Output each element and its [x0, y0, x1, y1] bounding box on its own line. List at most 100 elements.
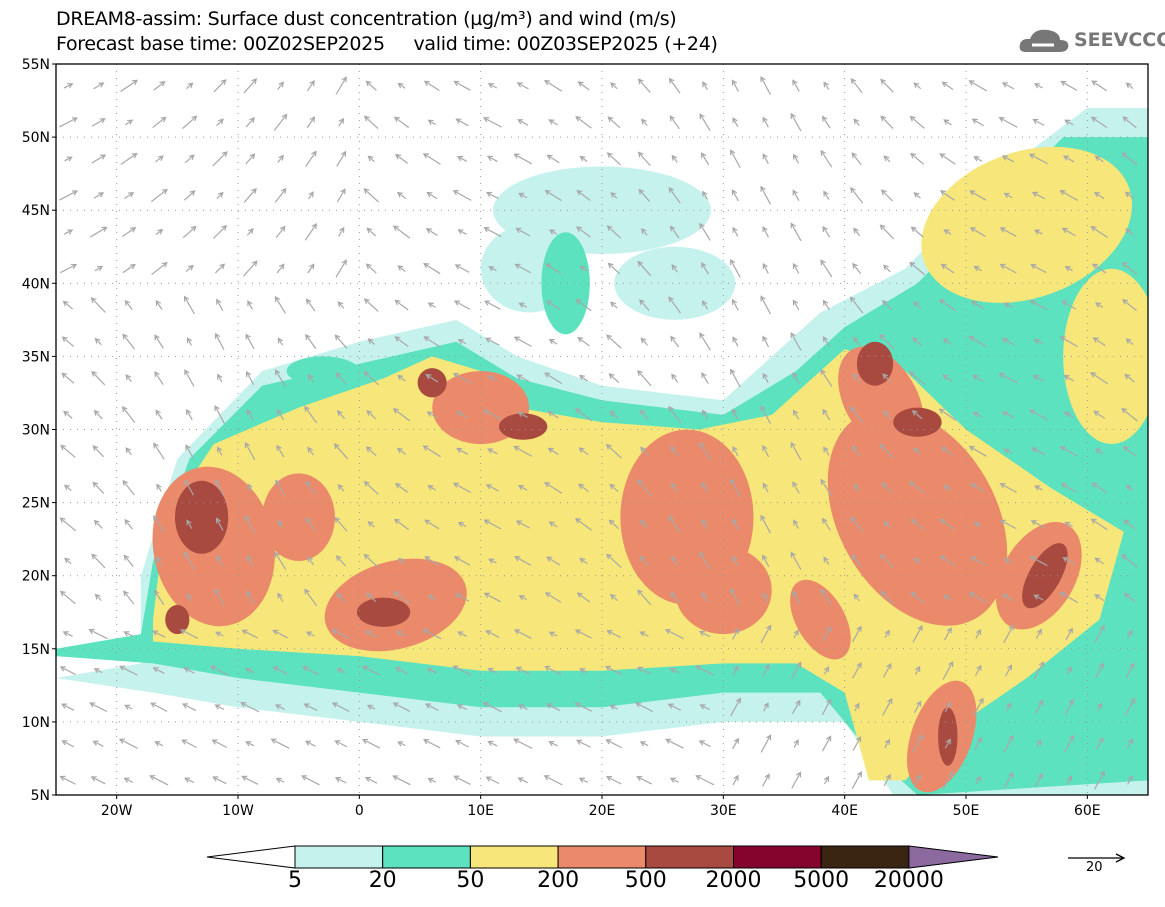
lat-label: 10N [22, 715, 50, 731]
wind-arrow [793, 153, 800, 164]
wind-arrow [942, 770, 954, 790]
wind-arrow [217, 446, 223, 456]
wind-arrow [852, 262, 862, 274]
wind-arrow [392, 591, 411, 604]
wind-arrow [760, 514, 771, 534]
wind-arrow [59, 666, 76, 675]
wind-arrow [606, 334, 622, 349]
wind-arrow [392, 775, 411, 786]
wind-arrow [974, 664, 982, 676]
wind-arrow [216, 298, 224, 312]
lat-label: 55N [22, 57, 50, 73]
lon-label: 60E [1074, 803, 1101, 819]
wind-arrow [852, 373, 861, 383]
wind-arrow [305, 517, 316, 532]
wind-arrow [851, 554, 862, 568]
wind-arrow [454, 593, 470, 602]
wind-arrow [912, 301, 922, 309]
wind-arrow [850, 516, 864, 533]
wind-arrow [822, 408, 831, 421]
wind-arrow [427, 594, 437, 601]
wind-arrow [972, 697, 984, 717]
wind-arrow [363, 115, 379, 130]
wind-arrow [793, 409, 800, 420]
wind-arrow [732, 226, 739, 237]
wind-arrow [122, 333, 135, 350]
wind-arrow [671, 555, 679, 566]
wind-arrow [699, 113, 711, 132]
wind-arrow [821, 115, 831, 129]
wind-arrow [183, 295, 195, 315]
wind-arrow [972, 411, 983, 418]
wind-arrow [211, 739, 228, 749]
wind-arrow [637, 151, 651, 167]
wind-arrow [667, 703, 682, 711]
wind-arrow [609, 483, 619, 492]
wind-arrow [488, 266, 497, 272]
wind-arrow [762, 444, 770, 458]
wind-arrow [882, 410, 891, 419]
wind-arrow [184, 369, 195, 387]
colorbar-segment [294, 845, 384, 869]
wind-arrow [120, 79, 139, 93]
wind-arrow [668, 515, 682, 534]
wind-arrow [1030, 264, 1047, 274]
wind-arrow [1124, 191, 1135, 200]
dust-500-2000 [165, 604, 190, 635]
wind-arrow [393, 116, 410, 129]
wind-arrow [1125, 82, 1134, 90]
wind-arrow [215, 479, 225, 496]
wind-arrow [89, 702, 108, 713]
logo-text: SEEVCCC [1074, 29, 1165, 51]
wind-arrow [1031, 191, 1045, 200]
colorbar-lower-extend [206, 845, 296, 869]
wind-arrow [184, 154, 195, 164]
wind-arrow [545, 263, 562, 274]
wind-arrow [246, 228, 254, 236]
wind-arrow [426, 411, 437, 419]
wind-arrow [122, 227, 137, 237]
wind-arrow [275, 777, 285, 783]
wind-arrow [214, 404, 225, 424]
wind-arrow [702, 300, 709, 310]
wind-arrow [912, 624, 923, 643]
wind-arrow [702, 190, 709, 200]
wind-arrow [968, 592, 987, 604]
wind-arrow [974, 736, 983, 751]
wind-arrow [668, 296, 681, 314]
wind-arrow [1090, 372, 1109, 385]
wind-arrow [1034, 772, 1043, 788]
wind-arrow [392, 225, 411, 239]
wind-arrow [610, 82, 618, 90]
wind-arrow [245, 117, 255, 128]
wind-arrow [457, 521, 467, 528]
colorbar-segment [645, 845, 734, 869]
wind-arrow [882, 697, 893, 716]
wind-arrow [792, 372, 800, 384]
wind-arrow [790, 112, 802, 132]
wind-arrow [425, 374, 439, 383]
wind-arrow [670, 445, 679, 457]
wind-arrow [1030, 520, 1047, 529]
wind-arrow [1029, 300, 1048, 311]
wind-arrow [639, 741, 649, 747]
wind-arrow [762, 592, 769, 603]
wind-arrow [513, 445, 533, 457]
wind-arrow [822, 626, 831, 642]
wind-arrow [306, 80, 315, 92]
wind-arrow [1061, 300, 1077, 310]
wind-arrow [518, 192, 528, 199]
wind-arrow [792, 189, 800, 202]
wind-reference-label: 20 [1086, 860, 1103, 875]
wind-arrow [548, 740, 558, 747]
wind-arrow [427, 485, 437, 491]
wind-arrow [184, 777, 195, 784]
wind-arrow [214, 263, 226, 274]
wind-arrow [881, 299, 892, 311]
wind-arrow [453, 80, 471, 91]
wind-arrow [308, 191, 314, 200]
wind-arrow [186, 593, 193, 602]
wind-arrow [973, 156, 983, 162]
wind-arrow [1123, 519, 1136, 530]
